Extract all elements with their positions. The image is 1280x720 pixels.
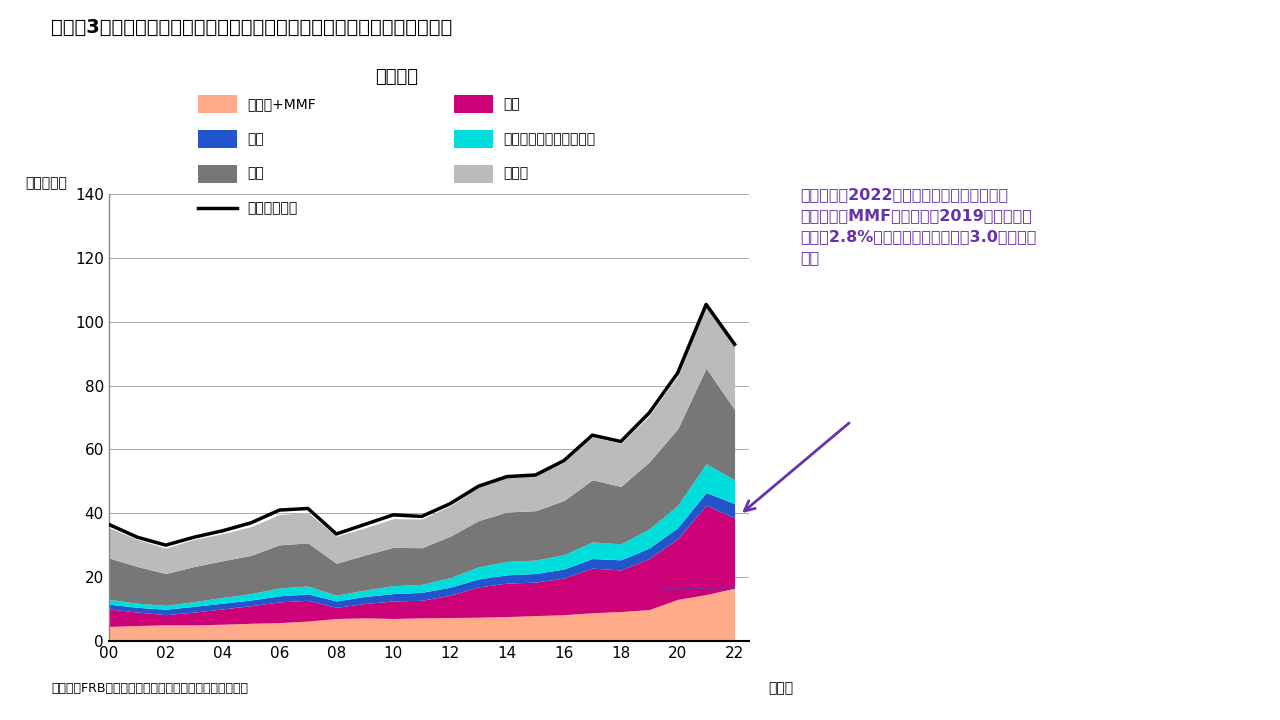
- Text: －米国－: －米国－: [375, 68, 419, 86]
- Text: （出所）FRB（米連邦準備理事会）よりインベスコ作成: （出所）FRB（米連邦準備理事会）よりインベスコ作成: [51, 682, 248, 695]
- Text: 家計資産合計: 家計資産合計: [247, 201, 297, 215]
- Text: 現預金+MMF: 現預金+MMF: [247, 97, 316, 112]
- Text: （年）: （年）: [768, 681, 794, 695]
- Text: その他: その他: [503, 166, 529, 181]
- Text: 債券: 債券: [247, 132, 264, 146]
- Text: 株式: 株式: [503, 97, 520, 112]
- Text: ミューチュアルファンド: ミューチュアルファンド: [503, 132, 595, 146]
- Text: （図表3）　日米ユーロ圏における家計金融資産残高の主要資産項目別推移: （図表3） 日米ユーロ圏における家計金融資産残高の主要資産項目別推移: [51, 18, 452, 37]
- Text: （兆ドル）: （兆ドル）: [26, 176, 68, 190]
- Text: 年金: 年金: [247, 166, 264, 181]
- Text: 米国では、2022年末の家計総資産に対する
「現預金＋MMF」の比率は2019年平均と比
較して2.8%ポイント上昇。これは3.0兆ドルに
相当: 米国では、2022年末の家計総資産に対する 「現預金＋MMF」の比率は2019年…: [800, 187, 1037, 265]
